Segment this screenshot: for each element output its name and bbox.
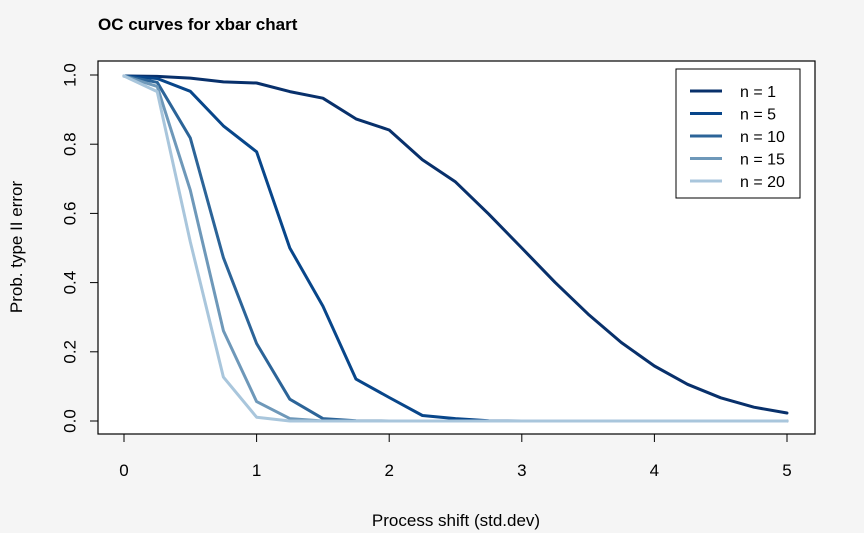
y-tick-label: 0.0 [61, 409, 80, 433]
legend-label: n = 1 [740, 84, 776, 101]
y-axis: 0.0 0.2 0.4 0.6 0.8 1.0 [61, 63, 99, 433]
y-tick-label: 0.8 [61, 132, 80, 156]
x-tick-label: 2 [384, 461, 393, 480]
x-tick-label: 4 [650, 461, 659, 480]
legend-label: n = 15 [740, 152, 785, 169]
y-tick-label: 0.6 [61, 202, 80, 226]
legend-label: n = 5 [740, 107, 776, 124]
legend: n = 1 n = 5 n = 10 n = 15 n = 20 [675, 68, 801, 199]
y-tick-label: 0.4 [61, 271, 80, 295]
x-tick-label: 5 [782, 461, 791, 480]
legend-label: n = 10 [740, 129, 785, 146]
chart-title: OC curves for xbar chart [98, 15, 298, 34]
series-lines [122, 74, 789, 423]
series-line-1 [122, 74, 789, 415]
y-axis-label: Prob. type II error [7, 181, 26, 314]
series-line-5 [122, 74, 789, 423]
legend-label: n = 20 [740, 174, 785, 191]
x-axis-label: Process shift (std.dev) [372, 511, 540, 530]
x-axis: 0 1 2 3 4 5 [119, 433, 792, 480]
y-tick-label: 1.0 [61, 63, 80, 87]
x-tick-label: 0 [119, 461, 128, 480]
y-tick-label: 0.2 [61, 340, 80, 364]
x-tick-label: 3 [517, 461, 526, 480]
x-tick-label: 1 [252, 461, 261, 480]
